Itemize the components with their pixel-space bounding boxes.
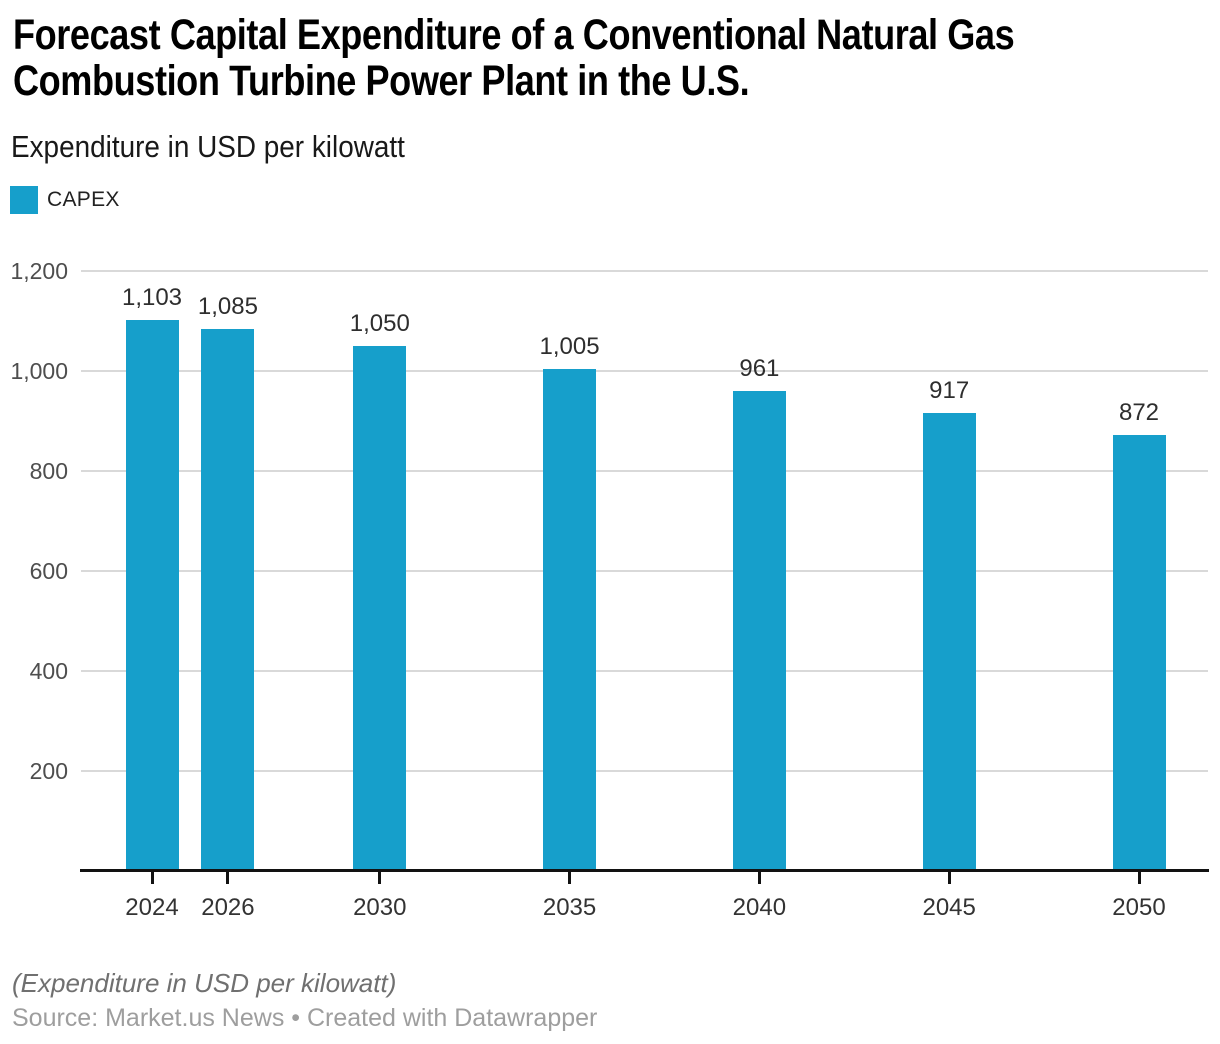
gridline [81, 370, 1208, 372]
x-axis-label: 2040 [732, 894, 787, 921]
x-axis-tick [757, 872, 761, 884]
x-axis-label: 2026 [201, 894, 255, 921]
x-axis-label: 2050 [1112, 894, 1166, 921]
chart-title: Forecast Capital Expenditure of a Conven… [13, 12, 1205, 104]
bar-value-label: 1,085 [197, 292, 258, 320]
footnote: (Expenditure in USD per kilowatt) [12, 968, 397, 998]
legend-swatch-capex [10, 186, 38, 214]
source-line: Source: Market.us News • Created with Da… [12, 1004, 598, 1032]
bar-2035 [543, 368, 597, 871]
bar-2026 [201, 328, 255, 871]
x-axis-line [80, 869, 1209, 872]
x-axis-tick [378, 872, 382, 884]
x-axis-label: 2035 [542, 894, 597, 921]
gridline [81, 270, 1208, 272]
y-axis-label: 800 [29, 458, 68, 484]
bar-value-label: 1,005 [539, 332, 600, 360]
bar-2050 [1112, 435, 1166, 871]
chart-title-line-1: Forecast Capital Expenditure of a Conven… [13, 11, 1015, 59]
x-axis-label: 2045 [922, 894, 976, 921]
y-axis-label: 1,000 [10, 358, 68, 384]
y-axis-label: 400 [29, 658, 68, 684]
x-axis-label: 2030 [353, 894, 407, 921]
chart-title-line-2: Combustion Turbine Power Plant in the U.… [13, 57, 750, 105]
x-axis-tick [226, 872, 230, 884]
x-axis-tick [1137, 872, 1141, 884]
bar-2045 [922, 412, 976, 871]
bar-value-label: 872 [1118, 399, 1160, 426]
gridline [81, 570, 1208, 572]
y-axis-label: 1,200 [10, 258, 68, 284]
legend: CAPEX [10, 186, 120, 214]
y-axis-label: 200 [29, 758, 68, 784]
x-axis-tick [150, 872, 154, 884]
bar-value-label: 1,103 [121, 283, 183, 311]
bar-value-label: 1,050 [349, 310, 410, 337]
gridline [81, 470, 1208, 472]
bar-value-label: 961 [739, 354, 780, 382]
bar-2024 [125, 319, 179, 871]
x-axis-tick [947, 872, 951, 884]
x-axis-label: 2024 [125, 894, 179, 921]
chart-subtitle: Expenditure in USD per kilowatt [11, 129, 405, 164]
gridline [81, 670, 1208, 672]
bar-2040 [732, 390, 786, 871]
x-axis-tick [568, 872, 572, 884]
y-axis-label: 600 [29, 558, 68, 584]
bar-2030 [353, 346, 407, 871]
bar-value-label: 917 [929, 376, 970, 404]
gridline [81, 770, 1208, 772]
legend-label-capex: CAPEX [47, 188, 120, 211]
